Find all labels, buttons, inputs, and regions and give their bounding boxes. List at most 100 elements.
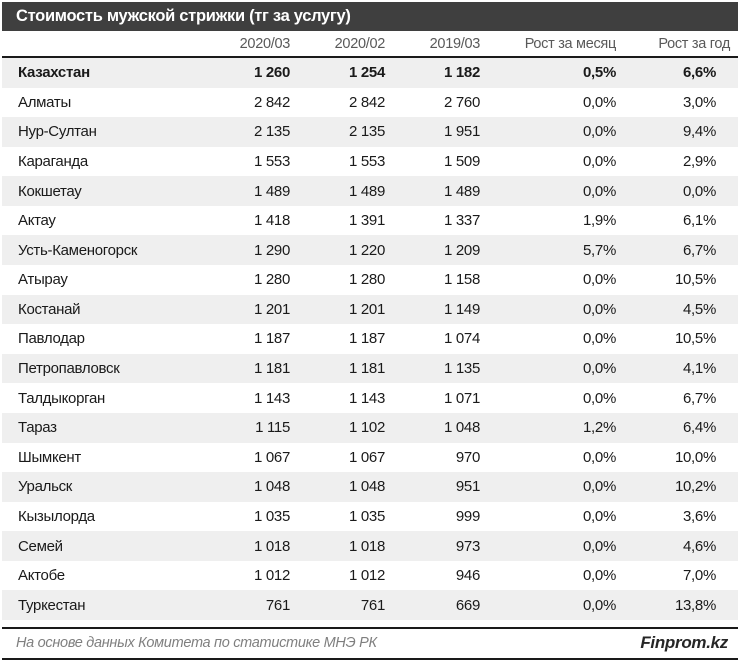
value-cell: 10,2%: [674, 478, 716, 496]
value-cell: 1 067: [253, 448, 290, 466]
value-cell: 1 553: [348, 153, 385, 171]
value-cell: 0,0%: [583, 93, 616, 111]
table-row: Нур-Султан 2 135 2 135 1 951 0,0% 9,4%: [2, 117, 738, 147]
value-cell: 6,1%: [683, 212, 716, 230]
table-row: Атырау 1 280 1 280 1 158 0,0% 10,5%: [2, 265, 738, 295]
value-cell: 4,1%: [683, 360, 716, 378]
value-cell: 2 135: [348, 123, 385, 141]
spacer: [2, 620, 738, 627]
value-cell: 0,0%: [583, 537, 616, 555]
value-cell: 1 280: [253, 271, 290, 289]
value-cell: 0,0%: [583, 182, 616, 200]
value-cell: 4,6%: [683, 537, 716, 555]
value-cell: 1 035: [348, 507, 385, 525]
value-cell: 1 489: [443, 182, 480, 200]
value-cell: 1 201: [348, 300, 385, 318]
region-cell: Казахстан: [18, 64, 90, 82]
value-cell: 1 018: [348, 537, 385, 555]
value-cell: 0,0%: [583, 153, 616, 171]
value-cell: 1 489: [253, 182, 290, 200]
region-cell: Тараз: [18, 419, 57, 437]
value-cell: 946: [455, 567, 480, 585]
value-cell: 10,5%: [674, 271, 716, 289]
value-cell: 0,0%: [683, 182, 716, 200]
value-cell: 1 071: [443, 389, 480, 407]
value-cell: 999: [455, 507, 480, 525]
column-header-month-growth: Рост за месяц: [524, 35, 617, 52]
region-cell: Актобе: [18, 567, 65, 585]
value-cell: 1 012: [253, 567, 290, 585]
value-cell: 1 018: [253, 537, 290, 555]
value-cell: 1 158: [443, 271, 480, 289]
value-cell: 951: [455, 478, 480, 496]
table-row: Актау 1 418 1 391 1 337 1,9% 6,1%: [2, 206, 738, 236]
region-cell: Усть-Каменогорск: [18, 241, 138, 259]
value-cell: 1 220: [348, 241, 385, 259]
value-cell: 1 143: [253, 389, 290, 407]
table-row: Алматы 2 842 2 842 2 760 0,0% 3,0%: [2, 88, 738, 118]
region-cell: Алматы: [18, 93, 71, 111]
data-source-note: На основе данных Комитета по статистике …: [16, 635, 377, 652]
value-cell: 761: [360, 596, 385, 614]
value-cell: 0,0%: [583, 123, 616, 141]
value-cell: 6,7%: [683, 241, 716, 259]
value-cell: 1 201: [253, 300, 290, 318]
region-cell: Нур-Султан: [18, 123, 97, 141]
value-cell: 1,9%: [583, 212, 616, 230]
value-cell: 2 842: [348, 93, 385, 111]
value-cell: 1 187: [253, 330, 290, 348]
finprom-logo: Finprom.kz: [640, 633, 728, 653]
value-cell: 1 553: [253, 153, 290, 171]
table-row: Уральск 1 048 1 048 951 0,0% 10,2%: [2, 472, 738, 502]
table-row: Усть-Каменогорск 1 290 1 220 1 209 5,7% 6,7%: [2, 235, 738, 266]
value-cell: 13,8%: [674, 596, 716, 614]
value-cell: 0,0%: [583, 596, 616, 614]
table-row: Павлодар 1 187 1 187 1 074 0,0% 10,5%: [2, 324, 738, 354]
region-cell: Талдыкорган: [18, 389, 106, 407]
value-cell: 1 509: [443, 153, 480, 171]
value-cell: 1 149: [443, 300, 480, 318]
value-cell: 9,4%: [683, 123, 716, 141]
value-cell: 2 760: [443, 93, 480, 111]
value-cell: 1 048: [443, 419, 480, 437]
value-cell: 6,7%: [683, 389, 716, 407]
value-cell: 1 181: [253, 360, 290, 378]
value-cell: 1 115: [255, 419, 290, 437]
table-rows: Казахстан 1 260 1 254 1 182 0,5% 6,6% Алматы 2 …: [2, 58, 738, 620]
column-header-year-growth: Рост за год: [658, 35, 730, 52]
value-cell: 1 391: [348, 212, 385, 230]
value-cell: 669: [455, 596, 480, 614]
value-cell: 0,0%: [583, 507, 616, 525]
table-row: Актобе 1 012 1 012 946 0,0% 7,0%: [2, 561, 738, 591]
table-row: Кызылорда 1 035 1 035 999 0,0% 3,6%: [2, 502, 738, 532]
value-cell: 1 048: [348, 478, 385, 496]
value-cell: 10,5%: [674, 330, 716, 348]
value-cell: 0,0%: [583, 567, 616, 585]
table-title-bar: Стоимость мужской стрижки (тг за услугу): [2, 2, 738, 31]
value-cell: 1 102: [348, 419, 385, 437]
table-row: Костанай 1 201 1 201 1 149 0,0% 4,5%: [2, 294, 738, 325]
value-cell: 0,0%: [583, 360, 616, 378]
value-cell: 1 489: [348, 182, 385, 200]
value-cell: 6,6%: [683, 64, 716, 82]
value-cell: 7,0%: [683, 567, 716, 585]
value-cell: 1 181: [348, 360, 385, 378]
column-header-2020-02: 2020/02: [334, 35, 386, 52]
value-cell: 1 035: [253, 507, 290, 525]
region-cell: Кокшетау: [18, 182, 82, 200]
value-cell: 1 337: [443, 212, 480, 230]
region-cell: Петропавловск: [18, 360, 120, 378]
value-cell: 1 280: [348, 271, 385, 289]
value-cell: 0,0%: [583, 448, 616, 466]
value-cell: 1 067: [348, 448, 385, 466]
value-cell: 2 135: [253, 123, 290, 141]
value-cell: 1 209: [443, 241, 480, 259]
value-cell: 1,2%: [583, 419, 616, 437]
table-row: Кокшетау 1 489 1 489 1 489 0,0% 0,0%: [2, 176, 738, 206]
value-cell: 1 143: [348, 389, 385, 407]
region-cell: Семей: [18, 537, 63, 555]
table-row: Караганда 1 553 1 553 1 509 0,0% 2,9%: [2, 147, 738, 177]
value-cell: 1 254: [348, 64, 385, 82]
value-cell: 0,0%: [583, 478, 616, 496]
